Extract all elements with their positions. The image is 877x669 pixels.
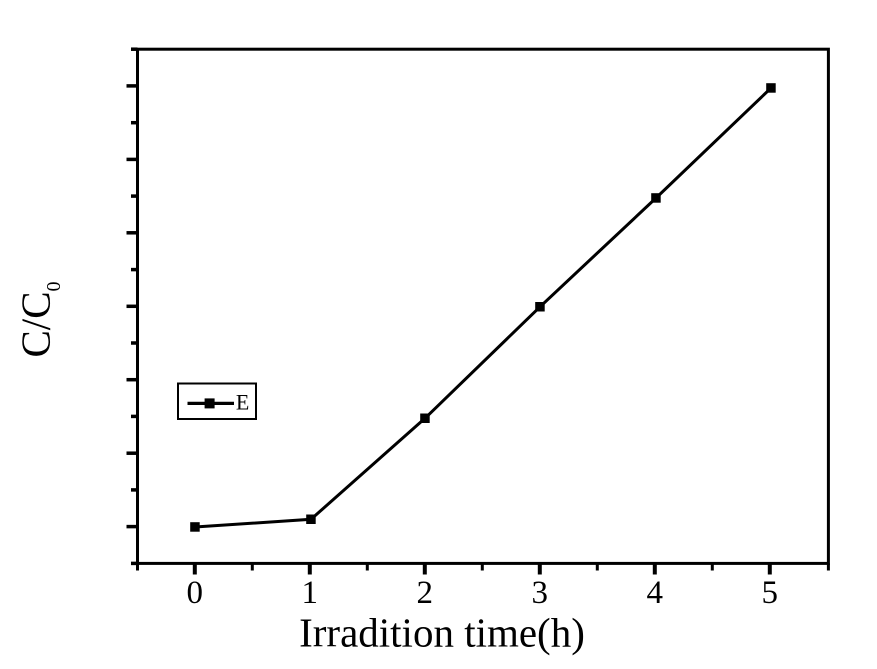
svg-text:E: E bbox=[236, 389, 249, 414]
svg-text:1: 1 bbox=[302, 575, 319, 611]
svg-text:4: 4 bbox=[647, 575, 664, 611]
svg-text:5: 5 bbox=[762, 575, 779, 611]
svg-text:2: 2 bbox=[417, 575, 434, 611]
svg-text:C/C0: C/C0 bbox=[13, 281, 66, 357]
svg-text:Irradition time(h): Irradition time(h) bbox=[299, 610, 585, 656]
svg-text:3: 3 bbox=[532, 575, 549, 611]
svg-text:0: 0 bbox=[187, 575, 204, 611]
